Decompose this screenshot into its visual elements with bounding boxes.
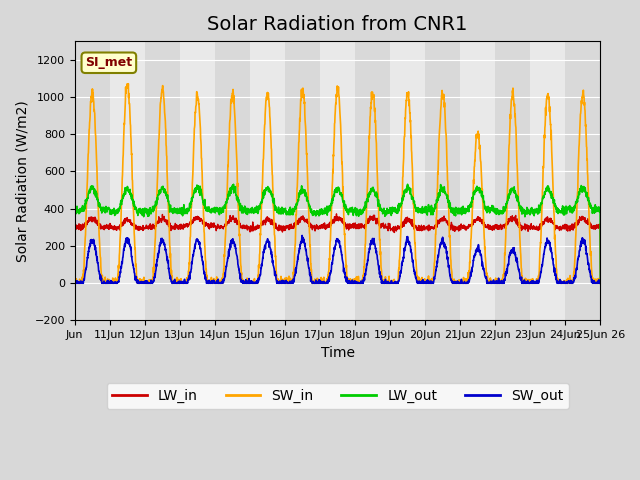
LW_in <box>596 280 604 286</box>
LW_out <box>404 181 412 187</box>
LW_in <box>218 223 225 228</box>
LW_in <box>71 223 79 229</box>
Bar <box>425 41 460 321</box>
SW_out <box>71 280 79 286</box>
Line: SW_out: SW_out <box>75 236 600 283</box>
SW_out <box>71 280 79 286</box>
Line: LW_in: LW_in <box>75 214 600 283</box>
SW_out <box>365 252 372 258</box>
LW_in <box>565 225 573 231</box>
Bar <box>320 41 355 321</box>
LW_in <box>550 219 558 225</box>
SW_out <box>353 280 361 286</box>
Bar <box>495 41 531 321</box>
Bar <box>565 41 600 321</box>
LW_out <box>550 199 558 205</box>
Bar <box>180 41 215 321</box>
SW_out <box>298 233 306 239</box>
SW_in <box>596 280 604 286</box>
Text: SI_met: SI_met <box>85 56 132 69</box>
LW_in <box>364 216 372 222</box>
LW_out <box>596 280 604 286</box>
SW_out <box>550 269 558 275</box>
Bar <box>250 41 285 321</box>
LW_out <box>490 205 498 211</box>
Bar <box>460 41 495 321</box>
LW_in <box>490 227 498 233</box>
SW_in <box>71 280 79 286</box>
Bar <box>75 41 110 321</box>
Bar <box>390 41 425 321</box>
Title: Solar Radiation from CNR1: Solar Radiation from CNR1 <box>207 15 468 34</box>
Y-axis label: Solar Radiation (W/m2): Solar Radiation (W/m2) <box>15 100 29 262</box>
Bar <box>531 41 565 321</box>
LW_out <box>565 206 573 212</box>
SW_in <box>550 220 558 226</box>
Line: SW_in: SW_in <box>75 84 600 283</box>
Bar <box>215 41 250 321</box>
LW_out <box>71 207 79 213</box>
LW_out <box>364 199 372 204</box>
Legend: LW_in, SW_in, LW_out, SW_out: LW_in, SW_in, LW_out, SW_out <box>107 384 568 408</box>
SW_out <box>565 278 573 284</box>
SW_in <box>71 279 79 285</box>
SW_in <box>491 280 499 286</box>
SW_in <box>353 280 361 286</box>
SW_in <box>565 278 573 284</box>
X-axis label: Time: Time <box>321 346 355 360</box>
SW_out <box>491 280 499 286</box>
SW_in <box>218 279 226 285</box>
Bar <box>110 41 145 321</box>
SW_out <box>596 280 604 286</box>
Bar <box>285 41 320 321</box>
SW_in <box>365 159 372 165</box>
Line: LW_out: LW_out <box>75 184 600 283</box>
Bar <box>145 41 180 321</box>
LW_out <box>218 210 225 216</box>
Bar <box>355 41 390 321</box>
LW_in <box>353 223 360 228</box>
SW_in <box>125 81 132 86</box>
SW_out <box>218 280 225 286</box>
LW_out <box>353 213 360 218</box>
LW_in <box>333 211 340 217</box>
